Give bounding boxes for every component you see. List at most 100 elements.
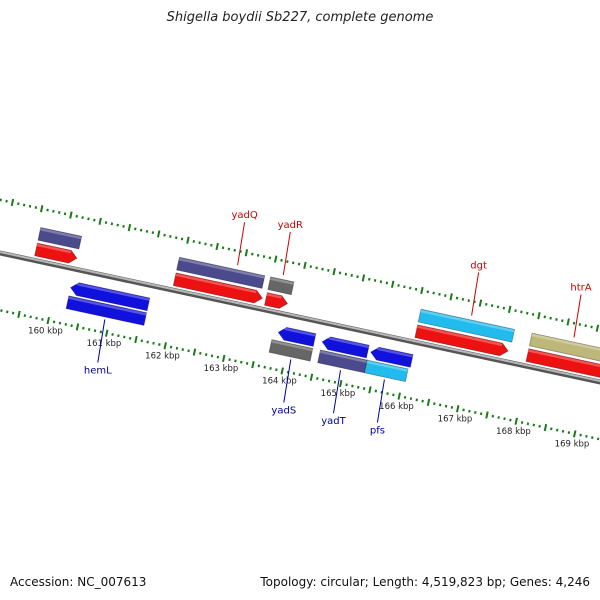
outer-tick: [52, 209, 55, 213]
gene-leader-line: [333, 370, 341, 414]
outer-tick: [438, 292, 441, 296]
inner-tick: [596, 437, 600, 441]
outer-tick: [507, 305, 512, 314]
feature-highlight: [528, 349, 600, 368]
inner-tick: [23, 314, 27, 318]
inner-tick: [579, 433, 582, 437]
outer-tick: [17, 202, 20, 206]
outer-tick: [0, 198, 2, 202]
gene-label[interactable]: yadS: [271, 406, 296, 417]
outer-tick: [408, 286, 412, 290]
outer-tick: [39, 205, 44, 213]
outer-tick: [373, 279, 377, 282]
gene-label[interactable]: htrA: [570, 283, 591, 294]
gene-label[interactable]: pfs: [370, 426, 385, 437]
inner-tick: [474, 411, 477, 414]
inner-tick: [368, 386, 372, 394]
feature-highlight: [71, 281, 150, 301]
feature-highlight: [319, 350, 368, 363]
outer-tick: [5, 199, 8, 203]
inner-tick: [17, 310, 21, 318]
outer-tick: [198, 241, 201, 245]
scale-label: 166 kbp: [379, 402, 414, 412]
inner-tick: [345, 383, 348, 387]
outer-tick: [578, 323, 582, 326]
inner-tick: [573, 430, 577, 438]
inner-tick: [456, 405, 460, 413]
topology-text: Topology: circular; Length: 4,519,823 bp…: [260, 575, 590, 589]
inner-tick: [292, 372, 296, 375]
outer-tick: [10, 198, 15, 207]
inner-tick: [169, 345, 173, 349]
feature-highlight: [178, 257, 265, 279]
inner-tick: [468, 409, 471, 413]
inner-tick: [228, 358, 231, 362]
outer-tick: [584, 324, 587, 328]
inner-tick: [117, 334, 120, 338]
feature-red: [172, 272, 263, 304]
inner-tick: [403, 395, 407, 399]
gene-leader-line: [97, 319, 106, 363]
scale-label: 167 kbp: [438, 414, 473, 424]
inner-tick: [438, 403, 442, 407]
inner-tick: [99, 330, 103, 334]
feature-blue: [70, 282, 151, 312]
outer-tick: [139, 228, 143, 232]
gene-label[interactable]: yadR: [278, 220, 303, 231]
outer-tick: [244, 249, 249, 257]
outer-tick: [572, 321, 576, 325]
outer-tick: [215, 242, 219, 251]
inner-tick: [526, 422, 530, 426]
gene-label[interactable]: dgt: [470, 261, 487, 272]
inner-tick: [561, 429, 565, 433]
inner-tick: [128, 336, 132, 340]
outer-tick: [344, 272, 348, 276]
scale-label: 169 kbp: [555, 440, 590, 450]
outer-tick: [291, 261, 295, 265]
inner-tick: [52, 320, 56, 324]
inner-tick: [316, 377, 319, 380]
outer-tick: [561, 319, 564, 323]
gene-label[interactable]: hemL: [84, 366, 112, 377]
outer-tick: [98, 217, 102, 225]
inner-tick: [187, 349, 190, 353]
inner-tick: [532, 423, 536, 427]
outer-tick: [286, 260, 289, 264]
outer-tick: [455, 296, 459, 300]
outer-tick: [174, 236, 178, 240]
inner-tick: [333, 380, 337, 384]
outer-tick: [268, 256, 272, 260]
outer-tick: [22, 203, 26, 207]
inner-tick: [93, 329, 97, 333]
outer-tick: [57, 211, 61, 214]
outer-tick: [595, 324, 600, 332]
outer-tick: [163, 233, 166, 237]
feature-cyan: [417, 308, 516, 343]
inner-tick: [374, 389, 378, 393]
feature-gray: [267, 276, 295, 296]
outer-tick: [239, 250, 242, 253]
inner-tick: [309, 373, 314, 381]
inner-tick: [75, 323, 80, 331]
inner-tick: [222, 354, 226, 363]
gene-label[interactable]: yadQ: [231, 210, 257, 221]
inner-tick: [538, 424, 541, 428]
outer-tick: [514, 309, 517, 313]
feature-slate: [37, 227, 83, 250]
feature-khaki: [528, 332, 600, 362]
outer-tick: [315, 266, 318, 270]
outer-tick: [379, 280, 383, 284]
inner-tick: [462, 408, 465, 412]
inner-tick: [567, 431, 571, 435]
outer-tick: [81, 216, 84, 220]
inner-tick: [134, 335, 138, 344]
outer-tick: [303, 261, 307, 270]
outer-tick: [449, 293, 453, 301]
outer-tick: [122, 224, 125, 228]
feature-highlight: [36, 243, 72, 254]
feature-highlight: [40, 228, 82, 240]
gene-label[interactable]: yadT: [321, 416, 346, 427]
outer-tick: [233, 248, 236, 252]
outer-tick: [192, 240, 196, 243]
